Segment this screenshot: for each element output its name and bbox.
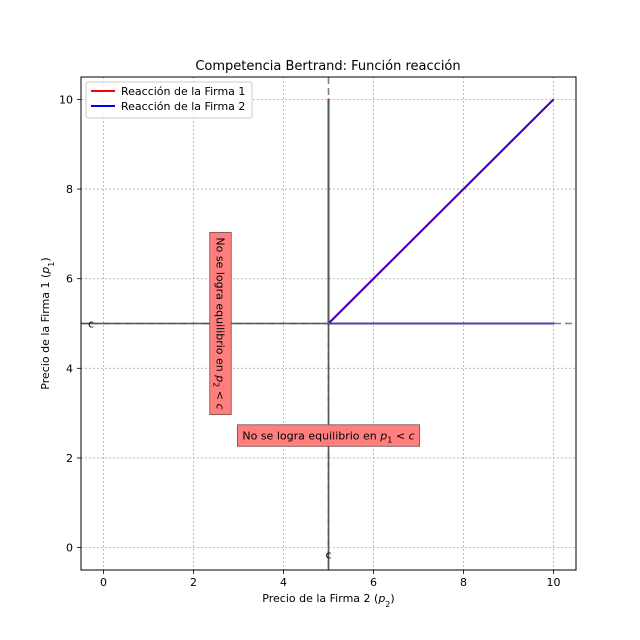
axes-frame — [80, 76, 577, 571]
chart-title: Competencia Bertrand: Función reacción — [195, 59, 460, 74]
y-tick-label-4: 8 — [66, 183, 73, 196]
y-tick-label-2: 4 — [66, 362, 73, 375]
x-tick-label-0: 0 — [100, 576, 107, 589]
y-axis-label: Precio de la Firma 1 (p1) — [39, 257, 56, 389]
y-tick-label-0: 0 — [66, 542, 73, 555]
x-tick-label-3: 6 — [370, 576, 377, 589]
legend-label-1: Reacción de la Firma 1 — [121, 85, 245, 98]
annotation-p2: No se logra equilibrio en p2 < c — [209, 231, 232, 416]
cost-marker-x: c — [325, 549, 331, 562]
y-tick-label-5: 10 — [59, 93, 73, 106]
y-tick-label-1: 2 — [66, 452, 73, 465]
annotation-p1: No se logra equilibrio en p1 < c — [236, 424, 421, 447]
annotation-box-p1 — [236, 424, 421, 447]
x-axis-label: Precio de la Firma 2 (p2) — [262, 592, 394, 609]
x-tick-label-5: 10 — [547, 576, 561, 589]
cost-marker-y: c — [88, 318, 94, 331]
x-tick-label-1: 2 — [190, 576, 197, 589]
x-tick-label-2: 4 — [280, 576, 287, 589]
legend-box — [85, 81, 253, 119]
annotation-text-p1: No se logra equilibrio en p1 < c — [242, 429, 414, 445]
legend-label-2: Reacción de la Firma 2 — [121, 100, 245, 113]
plot-area: c c No se logra equilibrio en p1 < c No se … — [39, 76, 577, 609]
annotation-text-p2: No se logra equilibrio en p2 < c — [212, 237, 228, 409]
x-tick-label-4: 8 — [460, 576, 467, 589]
annotation-box-p2 — [209, 231, 232, 416]
legend: Reacción de la Firma 1 Reacción de la Fir… — [85, 81, 253, 119]
y-tick-label-3: 6 — [66, 273, 73, 286]
